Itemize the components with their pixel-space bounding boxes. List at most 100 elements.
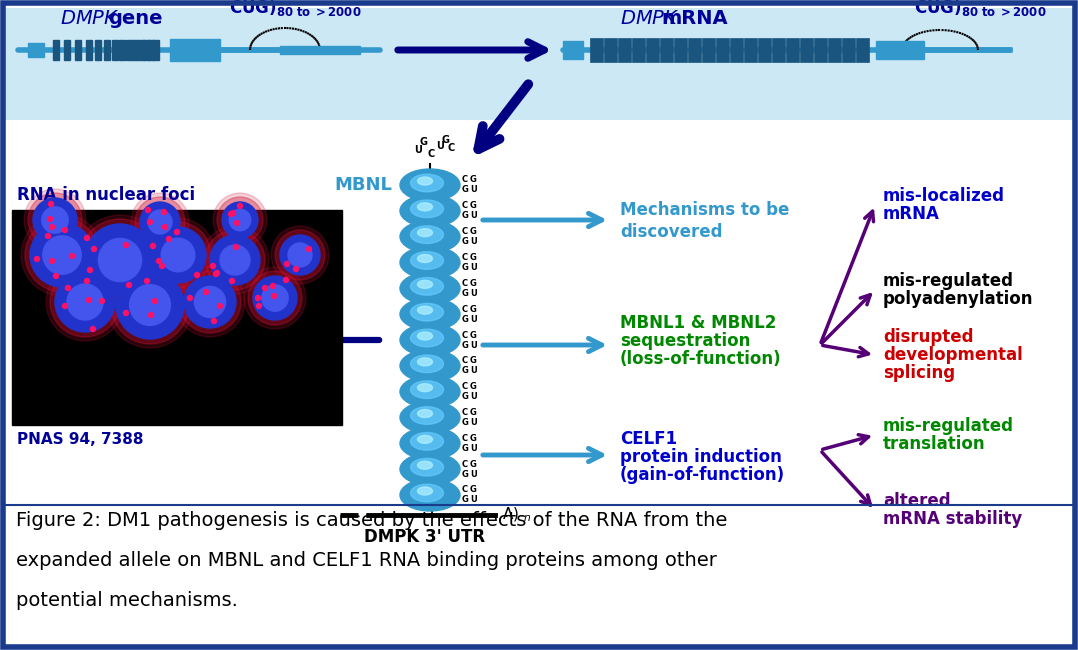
Text: U: U <box>470 367 476 375</box>
Ellipse shape <box>417 255 432 263</box>
Circle shape <box>42 207 68 233</box>
Ellipse shape <box>417 280 432 289</box>
Bar <box>563 41 583 59</box>
Bar <box>702 38 715 62</box>
Circle shape <box>151 244 155 248</box>
Text: G: G <box>462 211 469 220</box>
Circle shape <box>34 257 40 261</box>
Text: $\bf{CUG)_{80\ to\ >2000}}$: $\bf{CUG)_{80\ to\ >2000}}$ <box>229 0 361 18</box>
Text: G: G <box>470 330 476 339</box>
Text: Mechanisms to be: Mechanisms to be <box>620 201 789 219</box>
Text: G: G <box>470 486 476 495</box>
Text: G: G <box>462 367 469 375</box>
Circle shape <box>213 272 219 276</box>
Circle shape <box>67 284 103 320</box>
Circle shape <box>144 278 150 283</box>
Ellipse shape <box>400 220 460 253</box>
Circle shape <box>28 193 82 247</box>
Text: G: G <box>462 418 469 427</box>
Circle shape <box>160 263 165 268</box>
Circle shape <box>49 202 54 207</box>
Text: G: G <box>462 263 469 272</box>
Ellipse shape <box>417 461 432 469</box>
Text: G: G <box>462 495 469 504</box>
Circle shape <box>45 233 51 239</box>
Ellipse shape <box>411 226 443 244</box>
Circle shape <box>222 202 258 238</box>
Text: G: G <box>462 392 469 401</box>
Circle shape <box>257 304 262 309</box>
Text: $\it{DMPK}$: $\it{DMPK}$ <box>620 8 680 27</box>
Text: C: C <box>462 253 468 262</box>
Circle shape <box>146 207 151 213</box>
Circle shape <box>231 211 235 216</box>
Circle shape <box>194 287 225 318</box>
Circle shape <box>43 236 81 274</box>
Text: C: C <box>462 486 468 495</box>
Circle shape <box>218 304 222 309</box>
Circle shape <box>63 227 68 233</box>
Circle shape <box>30 223 94 287</box>
Circle shape <box>179 271 241 333</box>
Text: G: G <box>470 176 476 185</box>
Text: mRNA: mRNA <box>662 8 729 27</box>
Text: discovered: discovered <box>620 223 722 241</box>
Bar <box>280 46 360 54</box>
Bar <box>53 40 59 60</box>
Circle shape <box>99 298 105 304</box>
Text: U: U <box>470 185 476 194</box>
Text: G: G <box>420 137 428 147</box>
Circle shape <box>194 272 199 278</box>
Text: A) $_{n}$: A) $_{n}$ <box>502 506 531 524</box>
Bar <box>28 43 44 57</box>
Bar <box>800 38 813 62</box>
Circle shape <box>75 215 165 305</box>
Bar <box>4 8 1074 120</box>
Ellipse shape <box>400 324 460 356</box>
Text: (gain-of-function): (gain-of-function) <box>620 466 785 484</box>
Text: G: G <box>442 135 450 145</box>
Text: sequestration: sequestration <box>620 332 750 350</box>
Text: $\bf{CUG)_{80\ to\ >2000}}$: $\bf{CUG)_{80\ to\ >2000}}$ <box>914 0 1047 18</box>
Circle shape <box>293 266 299 272</box>
Text: C: C <box>462 460 468 469</box>
Bar <box>4 8 1074 120</box>
Text: PNAS 94, 7388: PNAS 94, 7388 <box>17 432 143 447</box>
Bar <box>138 40 144 60</box>
Text: C: C <box>462 356 468 365</box>
Text: RNA in nuclear foci: RNA in nuclear foci <box>17 186 195 204</box>
Circle shape <box>217 197 263 243</box>
Ellipse shape <box>417 177 432 185</box>
Circle shape <box>285 261 290 266</box>
Circle shape <box>50 224 55 229</box>
Circle shape <box>140 202 180 242</box>
Bar <box>632 38 645 62</box>
Text: G: G <box>462 341 469 350</box>
Bar <box>716 38 729 62</box>
Circle shape <box>284 278 289 283</box>
Text: potential mechanisms.: potential mechanisms. <box>16 590 238 610</box>
Circle shape <box>166 237 171 242</box>
Bar <box>86 40 92 60</box>
Ellipse shape <box>417 306 432 314</box>
Bar <box>688 38 701 62</box>
Circle shape <box>271 283 276 289</box>
Circle shape <box>69 254 74 259</box>
Ellipse shape <box>411 278 443 295</box>
Bar <box>170 39 220 61</box>
Text: mis-regulated: mis-regulated <box>883 417 1014 435</box>
Text: MBNL: MBNL <box>334 176 392 194</box>
Circle shape <box>79 219 161 301</box>
Text: U: U <box>470 211 476 220</box>
Ellipse shape <box>411 200 443 218</box>
Circle shape <box>132 193 189 251</box>
Text: U: U <box>470 392 476 401</box>
Bar <box>828 38 841 62</box>
Text: U: U <box>470 289 476 298</box>
Text: C: C <box>462 434 468 443</box>
Circle shape <box>150 227 206 283</box>
Text: U: U <box>470 263 476 272</box>
Bar <box>758 38 771 62</box>
Ellipse shape <box>411 381 443 398</box>
Circle shape <box>175 267 245 337</box>
